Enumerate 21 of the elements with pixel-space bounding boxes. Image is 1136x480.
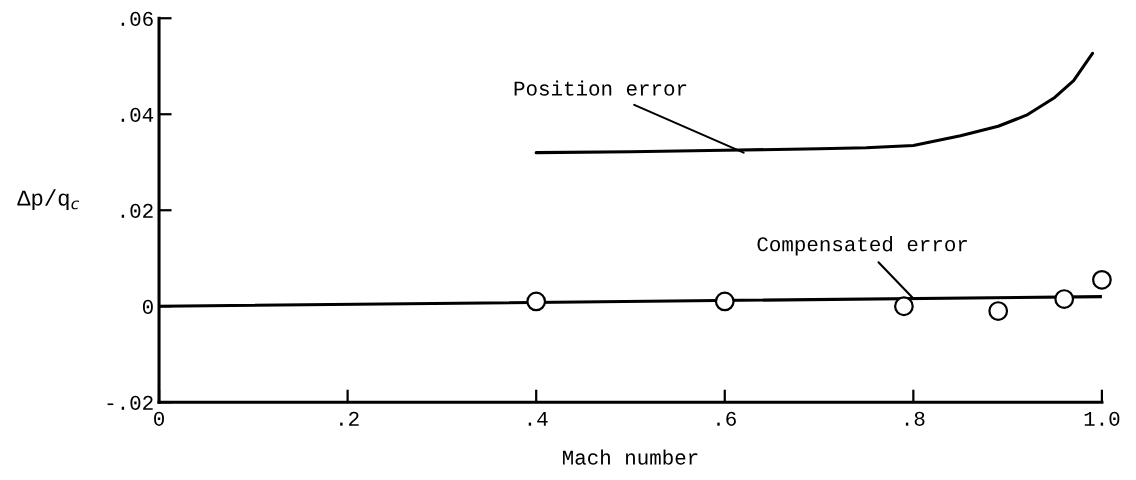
annotation: Compensated error	[757, 236, 968, 256]
annotation: Position error	[514, 80, 687, 96]
point	[1092, 269, 1112, 290]
point	[988, 301, 1009, 321]
x-tick-label: 0	[154, 411, 165, 426]
y-axis-title: Δp/q$_{c}$	[17, 189, 80, 211]
y-tick-label: .02	[121, 203, 153, 218]
y-tick-label: .06	[121, 11, 153, 26]
x-tick-label: .6	[717, 411, 736, 426]
point	[1054, 289, 1075, 309]
y-tick-label: -.02	[107, 395, 153, 410]
point	[526, 291, 547, 312]
point	[714, 291, 735, 312]
x-tick-label: .4	[528, 411, 548, 426]
x-tick-label: 1.0	[1084, 411, 1120, 426]
x-tick-label: .2	[340, 411, 359, 426]
x-axis-title: Mach number	[563, 449, 698, 465]
point	[894, 296, 914, 317]
y-tick-label: .04	[121, 107, 154, 122]
x-tick-label: .8	[905, 411, 925, 426]
y-tick-label: 0	[142, 299, 153, 314]
